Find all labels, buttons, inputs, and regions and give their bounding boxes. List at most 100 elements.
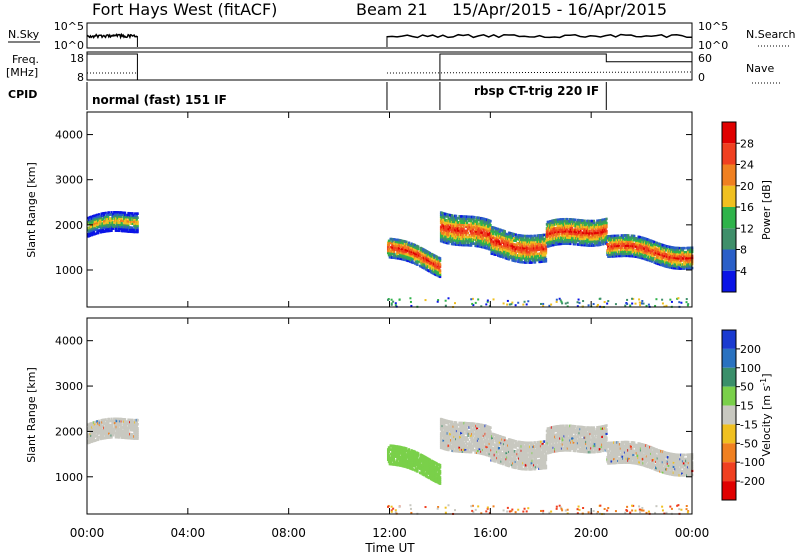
power-cell bbox=[136, 224, 139, 228]
power-cells bbox=[87, 211, 694, 309]
power-cell bbox=[497, 244, 500, 247]
power-cell bbox=[136, 228, 139, 232]
power-cell bbox=[449, 236, 452, 239]
power-cell bbox=[544, 245, 548, 249]
velocity-cell bbox=[439, 421, 443, 425]
nave-trace bbox=[386, 71, 693, 74]
power-cell bbox=[87, 228, 91, 232]
velocity-cell bbox=[134, 429, 137, 432]
power-cell bbox=[120, 221, 123, 225]
power-cell bbox=[560, 238, 564, 241]
power-cell bbox=[486, 247, 489, 250]
power-cell bbox=[410, 254, 413, 258]
power-cell bbox=[507, 233, 510, 236]
power-cell bbox=[678, 301, 681, 304]
power-cell bbox=[610, 255, 613, 258]
power-cell bbox=[517, 258, 520, 261]
velocity-cell bbox=[433, 465, 436, 468]
power-cell bbox=[462, 227, 465, 231]
power-cell bbox=[661, 302, 664, 305]
power-cell bbox=[428, 269, 431, 273]
velocity-cell bbox=[115, 419, 118, 423]
power-cell bbox=[677, 265, 680, 268]
velocity-cell bbox=[435, 462, 438, 465]
power-cell bbox=[514, 304, 517, 307]
power-cell bbox=[521, 242, 524, 246]
velocity-cell bbox=[124, 426, 128, 429]
velocity-cell bbox=[125, 428, 128, 432]
power-cell bbox=[128, 230, 131, 233]
velocity-cell bbox=[120, 417, 123, 421]
power-cell bbox=[480, 241, 483, 245]
power-cell bbox=[549, 242, 552, 246]
power-cell bbox=[528, 242, 532, 246]
velocity-cell bbox=[96, 420, 99, 423]
power-cell bbox=[447, 215, 450, 219]
power-cell bbox=[624, 304, 627, 307]
power-cell bbox=[471, 232, 475, 235]
power-cell bbox=[465, 233, 468, 237]
velocity-cell bbox=[92, 437, 96, 441]
power-cell bbox=[488, 237, 491, 241]
velocity-cell bbox=[413, 450, 417, 454]
velocity-cell bbox=[121, 434, 124, 437]
power-cell bbox=[613, 248, 616, 252]
nave-tick-top: 60 bbox=[698, 52, 712, 65]
power-cell bbox=[583, 243, 586, 247]
power-cell bbox=[501, 241, 504, 245]
power-cell bbox=[135, 214, 138, 217]
nsky-tick-bottom: 10^0 bbox=[54, 39, 84, 52]
velocity-cell bbox=[128, 422, 131, 426]
power-cell bbox=[544, 255, 547, 259]
power-cell bbox=[611, 236, 614, 240]
power-cell bbox=[430, 265, 433, 268]
power-cell bbox=[413, 243, 417, 247]
power-cell bbox=[539, 242, 542, 245]
power-cell bbox=[103, 219, 107, 223]
power-cell bbox=[444, 237, 448, 240]
power-cell bbox=[650, 250, 654, 253]
power-cell bbox=[522, 261, 525, 264]
velocity-cell bbox=[136, 422, 139, 426]
power-cell bbox=[512, 234, 515, 238]
velocity-cell bbox=[424, 462, 427, 466]
power-cell bbox=[534, 256, 538, 260]
velocity-cell bbox=[399, 462, 402, 465]
power-cell bbox=[641, 244, 644, 248]
power-cell bbox=[525, 255, 528, 258]
power-cell bbox=[541, 239, 544, 243]
power-cell bbox=[544, 249, 548, 253]
power-cell bbox=[494, 227, 497, 230]
power-cell bbox=[462, 223, 465, 227]
power-cell bbox=[540, 260, 543, 263]
power-cell bbox=[523, 253, 527, 256]
power-cell bbox=[492, 250, 496, 254]
power-cell bbox=[588, 242, 591, 245]
nsearch-tick-top: 10^5 bbox=[698, 20, 728, 33]
power-cell bbox=[555, 241, 558, 244]
power-cell bbox=[677, 257, 680, 260]
power-cell bbox=[689, 264, 692, 268]
power-cell bbox=[654, 245, 657, 248]
power-cell bbox=[481, 237, 485, 241]
power-cell bbox=[416, 251, 419, 254]
power-cell bbox=[481, 243, 485, 247]
power-cell bbox=[621, 246, 624, 250]
power-cell bbox=[421, 251, 424, 255]
power-cell bbox=[397, 257, 400, 260]
power-cell bbox=[489, 219, 492, 223]
power-cell bbox=[647, 258, 650, 262]
power-cell bbox=[580, 231, 583, 234]
power-cell bbox=[578, 301, 581, 304]
velocity-cell bbox=[404, 453, 407, 456]
power-cell bbox=[649, 257, 653, 261]
power-cell bbox=[470, 244, 473, 247]
power-cell bbox=[470, 221, 473, 225]
power-cell bbox=[465, 223, 469, 227]
power-cell bbox=[530, 255, 533, 258]
power-cell bbox=[426, 262, 429, 266]
power-cell bbox=[636, 245, 639, 249]
velocity-cell bbox=[441, 432, 444, 436]
